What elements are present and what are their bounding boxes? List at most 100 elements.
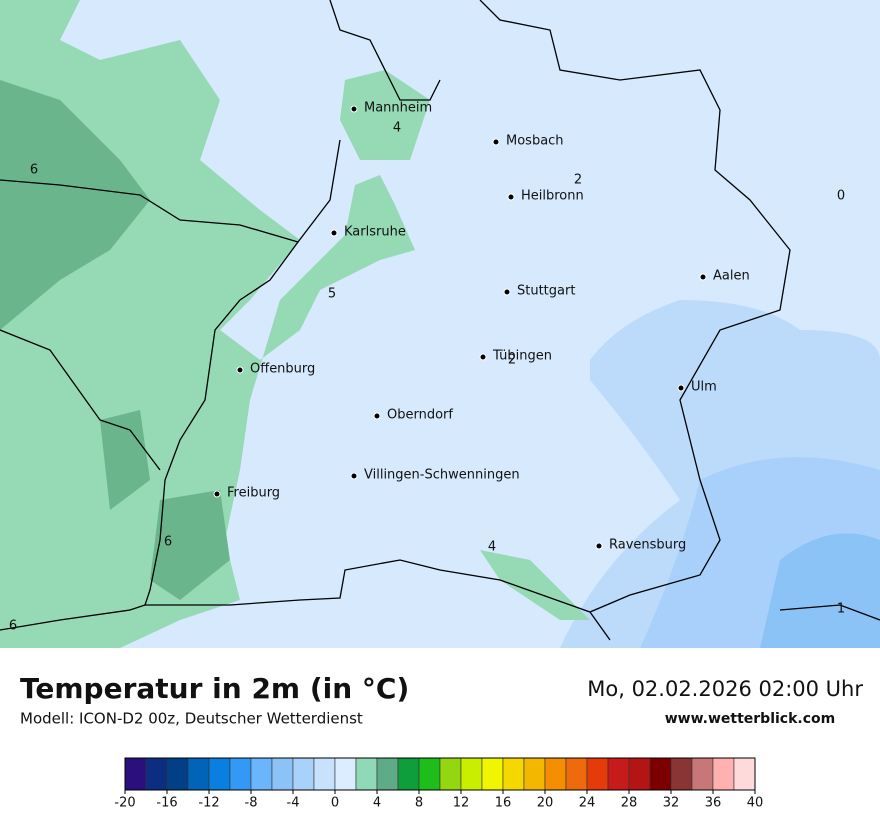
city-label: Heilbronn bbox=[521, 189, 584, 204]
colorbar-tick-label: -8 bbox=[245, 796, 258, 811]
colorbar-segment bbox=[334, 757, 357, 791]
colorbar-segment bbox=[712, 757, 735, 791]
colorbar-segment bbox=[523, 757, 546, 791]
colorbar-frame bbox=[124, 757, 756, 791]
colorbar-segment bbox=[145, 757, 168, 791]
city-label: Ulm bbox=[691, 380, 717, 395]
colorbar-segment bbox=[229, 757, 252, 791]
contour-label: 5 bbox=[328, 287, 336, 302]
colorbar-tick-label: 4 bbox=[373, 796, 381, 811]
map: Mannheim Mosbach Heilbronn Karlsruhe Aalen St… bbox=[0, 0, 880, 648]
city-dot bbox=[213, 490, 221, 498]
colorbar: -20 -16 -12 -8 -4 0 4 8 12 16 20 24 28 32 36 40 bbox=[114, 757, 764, 811]
contour-label: 1 bbox=[837, 602, 845, 617]
border bbox=[0, 604, 880, 641]
cold-area bbox=[760, 533, 880, 648]
colorbar-tick-label: 28 bbox=[621, 796, 638, 811]
contour-label: 4 bbox=[393, 121, 401, 136]
colorbar-segment bbox=[628, 757, 651, 791]
subtitle: Modell: ICON-D2 00z, Deutscher Wetterdie… bbox=[20, 710, 363, 728]
warmer-area bbox=[0, 80, 150, 330]
city-label: Freiburg bbox=[227, 486, 280, 501]
city-label: Offenburg bbox=[250, 362, 315, 377]
city-label: Karlsruhe bbox=[344, 225, 406, 240]
colorbar-tick-label: -12 bbox=[198, 796, 219, 811]
city-label: Tübingen bbox=[492, 349, 552, 364]
colorbar-segment bbox=[481, 757, 504, 791]
city-label: Villingen-Schwenningen bbox=[364, 468, 520, 483]
city-dot bbox=[350, 472, 358, 480]
city-dot bbox=[507, 193, 515, 201]
colorbar-tick-label: 0 bbox=[331, 796, 339, 811]
colorbar-segment bbox=[187, 757, 210, 791]
colorbar-tick-label: -16 bbox=[156, 796, 177, 811]
contour-label: 0 bbox=[837, 189, 845, 204]
colorbar-tick-label: -4 bbox=[287, 796, 300, 811]
warm-area bbox=[340, 70, 430, 160]
colorbar-segment bbox=[418, 757, 441, 791]
colorbar-segment bbox=[250, 757, 273, 791]
title: Temperatur in 2m (in °C) bbox=[20, 672, 409, 705]
border bbox=[297, 139, 341, 243]
warmer-area bbox=[150, 490, 230, 600]
city-dot bbox=[236, 366, 244, 374]
contour-label: 4 bbox=[488, 540, 496, 555]
colorbar-segment bbox=[733, 757, 756, 791]
colorbar-segment bbox=[376, 757, 399, 791]
colorbar-segment bbox=[649, 757, 672, 791]
city-dot bbox=[479, 353, 487, 361]
city-dot bbox=[330, 229, 338, 237]
colorbar-tick-label: 24 bbox=[579, 796, 596, 811]
colorbar-tick-label: -20 bbox=[114, 796, 135, 811]
colorbar-segment bbox=[439, 757, 462, 791]
colorbar-segment bbox=[607, 757, 630, 791]
colorbar-segment bbox=[313, 757, 336, 791]
city-dot bbox=[677, 384, 685, 392]
borders bbox=[0, 0, 880, 641]
contour-label: 2 bbox=[574, 173, 582, 188]
city-dot bbox=[492, 138, 500, 146]
warmer-area bbox=[100, 410, 150, 510]
border bbox=[329, 0, 441, 101]
colorbar-segment bbox=[565, 757, 588, 791]
border bbox=[0, 0, 791, 613]
colorbar-segment bbox=[166, 757, 189, 791]
colorbar-tick-label: 32 bbox=[663, 796, 680, 811]
date: Mo, 02.02.2026 02:00 Uhr bbox=[587, 677, 863, 701]
city-dot bbox=[503, 288, 511, 296]
city-dot bbox=[699, 273, 707, 281]
colorbar-segment bbox=[292, 757, 315, 791]
city-dot bbox=[350, 105, 358, 113]
colorbar-segment bbox=[355, 757, 378, 791]
colorbar-tick-label: 12 bbox=[453, 796, 470, 811]
colorbar-segment bbox=[544, 757, 567, 791]
colorbar-tick-label: 16 bbox=[495, 796, 512, 811]
contour-label: 6 bbox=[9, 619, 17, 634]
city-label: Stuttgart bbox=[517, 284, 575, 299]
contour-label: 6 bbox=[164, 535, 172, 550]
city-label: Ravensburg bbox=[609, 538, 686, 553]
city-dot bbox=[373, 412, 381, 420]
colorbar-segment bbox=[460, 757, 483, 791]
colorbar-segment bbox=[208, 757, 231, 791]
colorbar-tick-label: 20 bbox=[537, 796, 554, 811]
city-label: Mannheim bbox=[364, 101, 432, 116]
city-label: Oberndorf bbox=[387, 408, 453, 423]
city-label: Aalen bbox=[713, 269, 750, 284]
colorbar-segment bbox=[670, 757, 693, 791]
city-dot bbox=[595, 542, 603, 550]
colorbar-segment bbox=[586, 757, 609, 791]
colorbar-segment bbox=[271, 757, 294, 791]
city-label: Mosbach bbox=[506, 134, 564, 149]
contour-label: 6 bbox=[30, 163, 38, 178]
colorbar-segment bbox=[691, 757, 714, 791]
colorbar-tick-label: 36 bbox=[705, 796, 722, 811]
colorbar-tick-label: 8 bbox=[415, 796, 423, 811]
colorbar-segment bbox=[397, 757, 420, 791]
colorbar-segment bbox=[502, 757, 525, 791]
contour-label: 2 bbox=[508, 353, 516, 368]
colorbar-segment bbox=[124, 757, 147, 791]
colorbar-tick-label: 40 bbox=[747, 796, 764, 811]
website: www.wetterblick.com bbox=[665, 711, 836, 727]
